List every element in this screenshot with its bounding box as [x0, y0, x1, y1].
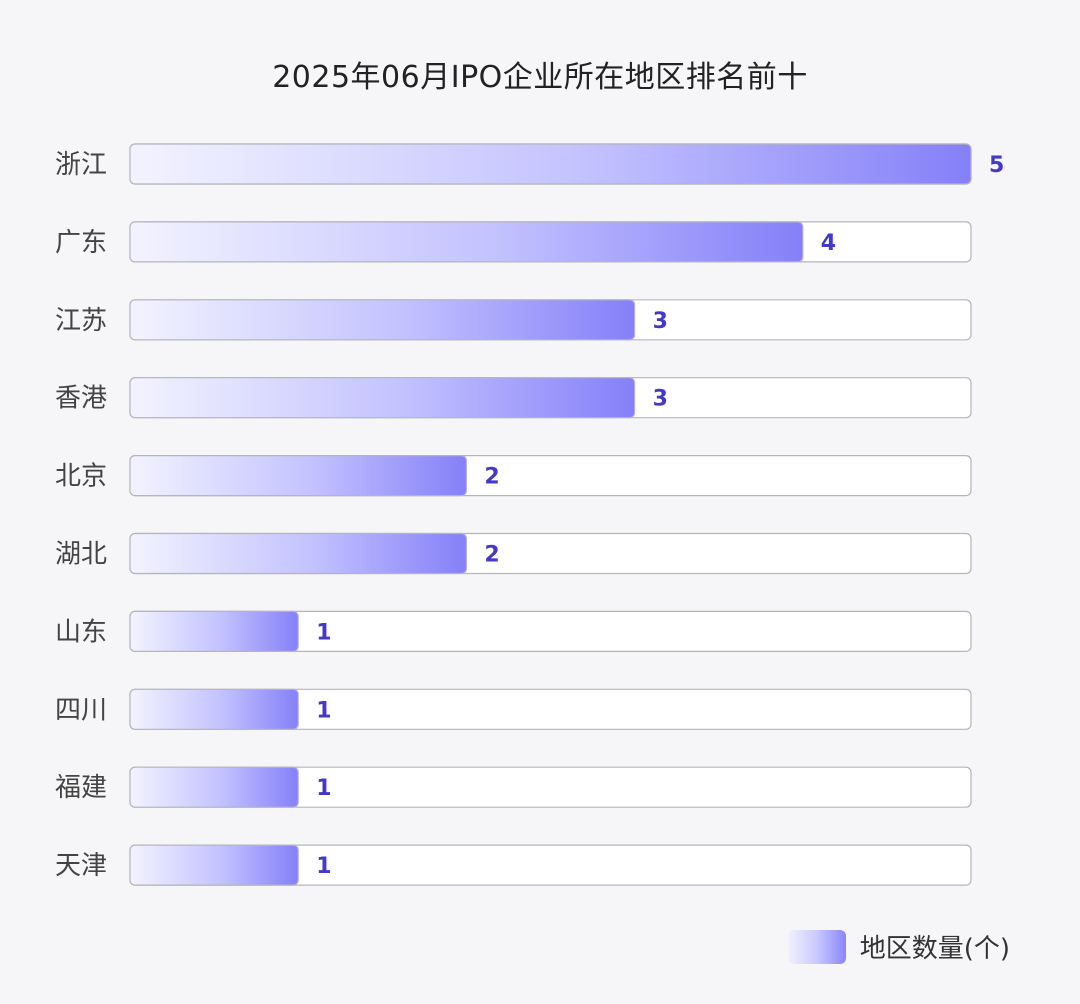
- bar: [129, 377, 636, 419]
- value-label: 3: [653, 309, 668, 334]
- bar: [129, 143, 972, 185]
- category-label: 浙江: [55, 150, 107, 180]
- value-label: 1: [316, 620, 331, 645]
- category-label: 四川: [55, 695, 107, 725]
- category-label: 福建: [55, 773, 107, 803]
- value-label: 4: [821, 231, 836, 256]
- value-label: 1: [316, 698, 331, 723]
- value-label: 5: [989, 153, 1004, 178]
- bar: [129, 221, 804, 263]
- bar: [129, 844, 299, 886]
- bar: [129, 766, 299, 808]
- category-label: 山东: [55, 617, 107, 647]
- value-label: 2: [484, 543, 499, 568]
- category-label: 广东: [55, 228, 107, 258]
- legend-label: 地区数量(个): [859, 934, 1010, 964]
- value-label: 1: [316, 854, 331, 879]
- category-label: 江苏: [55, 306, 107, 336]
- category-label: 北京: [55, 462, 107, 492]
- value-label: 3: [653, 387, 668, 412]
- value-label: 2: [484, 465, 499, 490]
- value-label: 1: [316, 776, 331, 801]
- bar: [129, 610, 299, 653]
- bar: [129, 299, 636, 341]
- legend: 地区数量(个): [787, 928, 1010, 965]
- legend-swatch: [787, 929, 846, 964]
- bar: [129, 688, 299, 730]
- category-label: 天津: [55, 851, 107, 881]
- category-label: 香港: [55, 384, 107, 414]
- bar: [129, 532, 467, 575]
- chart-title: 2025年06月IPO企业所在地区排名前十: [272, 60, 808, 95]
- category-label: 湖北: [55, 540, 107, 570]
- bar: [129, 455, 467, 497]
